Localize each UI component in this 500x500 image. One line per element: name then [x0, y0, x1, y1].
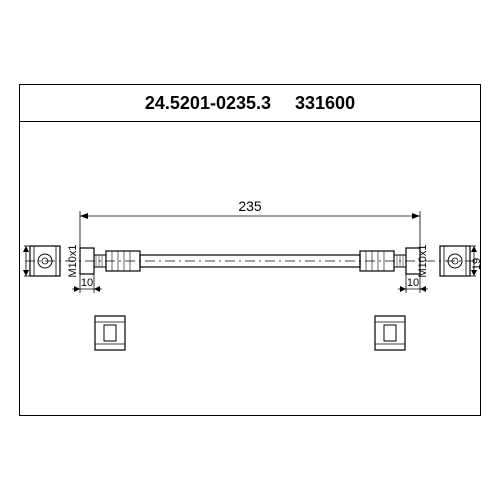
thread-right-label: M10x1: [417, 244, 429, 277]
dim-length: 235: [80, 198, 420, 248]
dim-length-label: 235: [238, 198, 262, 214]
part-code: 331600: [295, 93, 355, 114]
drawing-frame: 24.5201-0235.3 331600 19: [19, 84, 481, 416]
hex-view-left: [95, 316, 125, 350]
dim-height-right-label: 19: [471, 258, 480, 270]
dim-endwidth-left-label: 10: [81, 277, 93, 289]
part-number: 24.5201-0235.3: [145, 93, 271, 114]
hex-view-right: [375, 316, 405, 350]
dim-height-left-label: 19: [20, 258, 23, 270]
technical-drawing: 19 19: [20, 121, 480, 415]
title-bar: 24.5201-0235.3 331600: [20, 85, 480, 122]
dim-height-right: 19: [470, 246, 480, 276]
thread-left-label: M10x1: [67, 244, 79, 277]
dim-endwidth-right-label: 10: [407, 277, 419, 289]
